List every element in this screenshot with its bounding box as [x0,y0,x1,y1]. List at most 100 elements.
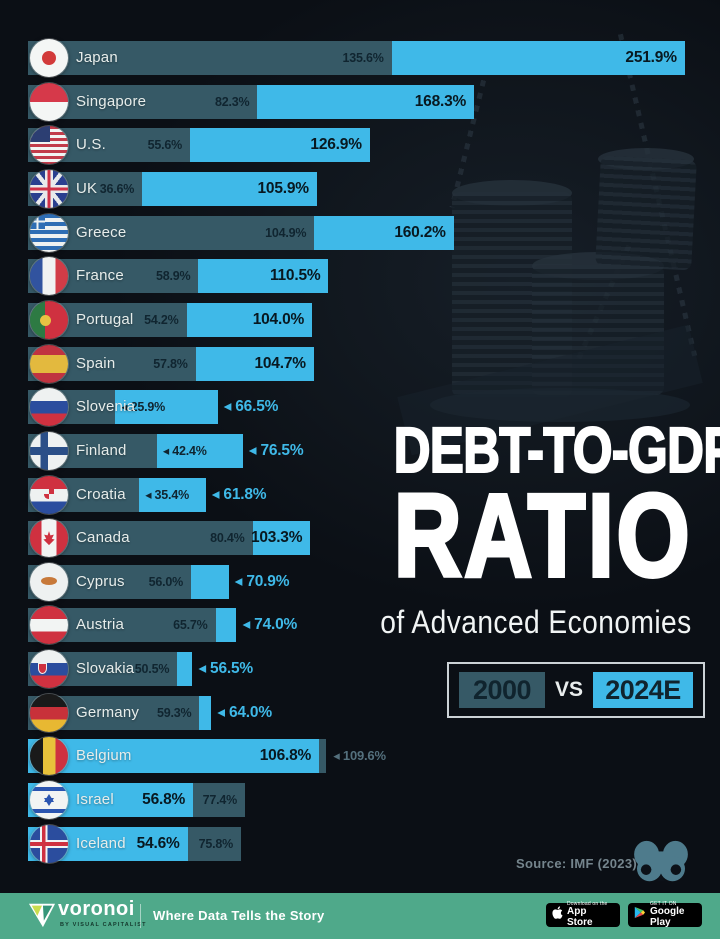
bar-row-portugal: 54.2% 104.0% Portugal [28,300,692,339]
value-2000-label: 59.3% [156,705,192,720]
brand-name: voronoi [58,898,135,920]
footer-tagline: Where Data Tells the Story [153,908,325,923]
bar-row-spain: 57.8% 104.7% Spain [28,344,692,383]
footer-bar: voronoi BY VISUAL CAPITALIST Where Data … [0,893,720,939]
value-2000-label: 104.9% [265,225,307,240]
bar-row-uk: 36.6% 105.9% UK [28,169,692,208]
value-2000-label: 80.4% [210,531,245,546]
gr-flag-icon [30,213,68,252]
value-2000-label: ◂ 42.4% [162,443,207,458]
bar-2000 [28,41,392,75]
value-2024e-label: 106.8% [259,747,312,765]
bar-2024e [28,739,320,774]
country-label: Slovakia [76,660,135,678]
value-2000-label: ◂ 35.4% [145,487,189,502]
value-2024e-label: 110.5% [269,267,321,285]
hr-flag-icon [30,475,68,514]
value-2000-label: ◂ 109.6% [333,748,386,764]
value-2024e-label: 56.8% [142,791,186,809]
fr-flag-icon [30,257,68,296]
value-2000-label: 75.8% [198,836,234,851]
app-store-badge-top-text: Download on the [567,900,608,907]
sk-flag-icon [30,650,68,689]
app-store-badge[interactable]: Download on the App Store [546,900,620,927]
country-label: Croatia [76,485,126,503]
value-2000-label: 58.9% [155,269,191,284]
value-2024e-label: ◂ 76.5% [248,441,304,459]
value-2024e-label: 103.3% [250,529,303,547]
country-label: Belgium [76,747,132,765]
value-2024e-label: 251.9% [625,49,677,66]
value-2000-label: 65.7% [173,618,208,633]
jp-flag-icon [30,39,68,77]
bar-row-israel: 77.4% 56.8% Israel [28,781,692,820]
bar-row-us: 55.6% 126.9% U.S. [28,126,692,165]
debt-to-gdp-bar-chart: 135.6% 251.9% Japan 82.3% 168.3% Singapore 55.… [28,0,720,900]
de-flag-icon [30,693,68,732]
bar-row-greece: 104.9% 160.2% Greece [28,213,692,252]
value-2000-label: 57.8% [153,356,188,371]
voronoi-owl-icon [632,838,690,891]
value-2000-label: 55.6% [147,138,183,153]
bar-2000 [28,215,315,250]
value-2024e-label: ◂ 56.5% [198,660,254,678]
value-2024e-label: 168.3% [414,92,467,110]
voronoi-logo-icon [28,901,56,934]
si-flag-icon [30,388,68,427]
country-label: Canada [76,529,130,547]
country-label: Iceland [76,834,126,852]
bar-row-finland: ◂ 42.4% ◂ 76.5% Finland [28,431,692,470]
legend-swatch-2024e: 2024E [593,672,694,708]
page-subtitle: of Advanced Economies [380,604,692,640]
il-flag-icon [30,781,68,820]
country-label: Slovenia [76,398,136,416]
value-2024e-label: 104.0% [252,310,305,328]
value-2024e-label: 105.9% [257,179,309,197]
bar-row-croatia: ◂ 35.4% ◂ 61.8% Croatia [28,475,692,514]
google-play-badge[interactable]: GET IT ON Google Play [628,901,702,927]
legend: 2000 VS 2024E [447,662,706,718]
value-2000-label: ◂ 25.9% [121,400,166,415]
value-2000-label: 56.0% [148,574,184,589]
bar-row-cyprus: 56.0% ◂ 70.9% Cyprus [28,562,692,601]
country-label: Finland [76,441,127,459]
value-2024e-label: ◂ 66.5% [223,398,279,416]
uk-flag-icon [30,169,68,208]
bar-row-germany: 59.3% ◂ 64.0% Germany [28,693,692,732]
es-flag-icon [30,344,68,383]
value-2024e-label: ◂ 61.8% [211,485,267,503]
value-2000-label: 36.6% [99,181,135,196]
country-label: U.S. [76,136,106,154]
scale-pan [430,388,690,422]
country-label: Japan [76,49,118,66]
value-2024e-label: 54.6% [136,834,180,852]
bar-row-france: 58.9% 110.5% France [28,257,692,296]
value-2000-label: 135.6% [342,51,384,65]
be-flag-icon [30,737,68,776]
sg-flag-icon [30,82,68,121]
country-label: Cyprus [76,572,125,590]
value-2024e-label: ◂ 70.9% [234,572,290,590]
value-2024e-label: 126.9% [310,136,362,154]
country-label: Portugal [76,310,134,328]
value-2000-label: 50.5% [134,662,170,677]
country-label: Spain [76,354,116,372]
google-play-icon [634,906,646,924]
brand-byline: BY VISUAL CAPITALIST [60,922,147,928]
bar-row-slovenia: ◂ 25.9% ◂ 66.5% Slovenia [28,388,692,427]
country-label: France [76,267,124,285]
country-label: Greece [76,223,127,241]
country-label: Austria [76,616,125,634]
us-flag-icon [30,126,68,165]
country-label: Israel [76,791,114,809]
value-2024e-label: 104.7% [254,354,306,372]
apple-icon [552,906,563,924]
bar-row-canada: 80.4% 103.3% Canada [28,519,692,558]
pt-flag-icon [30,300,68,339]
country-label: Singapore [76,92,147,110]
page-title-line2: RATIO [392,470,693,602]
country-label: Germany [76,703,140,721]
fi-flag-icon [30,431,68,470]
value-2024e-label: 160.2% [394,223,446,241]
